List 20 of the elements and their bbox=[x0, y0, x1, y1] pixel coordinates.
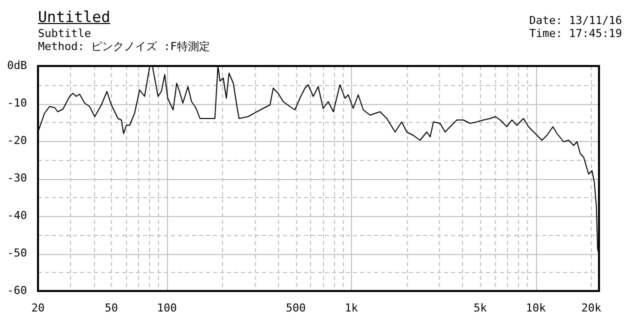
y-tick-label: -10 bbox=[7, 96, 27, 110]
text: Date: 13/11/16 bbox=[529, 14, 622, 27]
x-tick-label: 50 bbox=[104, 301, 118, 314]
y-tick-label: -50 bbox=[7, 246, 27, 260]
chart-title: Untitled bbox=[38, 8, 110, 26]
chart-subtitle: Subtitle bbox=[38, 27, 91, 40]
y-tick-label: -60 bbox=[7, 284, 27, 297]
text: Method: ピンクノイズ :F特測定 bbox=[38, 39, 210, 54]
x-tick-label: 500 bbox=[286, 301, 306, 314]
x-tick-label: 100 bbox=[156, 301, 177, 314]
x-tick-label: 10k bbox=[526, 301, 546, 314]
text: Time: 17:45:19 bbox=[529, 27, 622, 40]
y-tick-label: -30 bbox=[7, 171, 27, 184]
x-tick-label: 20 bbox=[31, 301, 45, 314]
y-tick-label: -40 bbox=[7, 208, 27, 222]
x-tick-label: 1k bbox=[344, 301, 358, 314]
y-tick-label: 0dB bbox=[7, 58, 28, 72]
x-tick-label: 5k bbox=[474, 301, 488, 314]
y-tick-label: -20 bbox=[7, 134, 27, 147]
x-tick-label: 20k bbox=[581, 301, 602, 314]
